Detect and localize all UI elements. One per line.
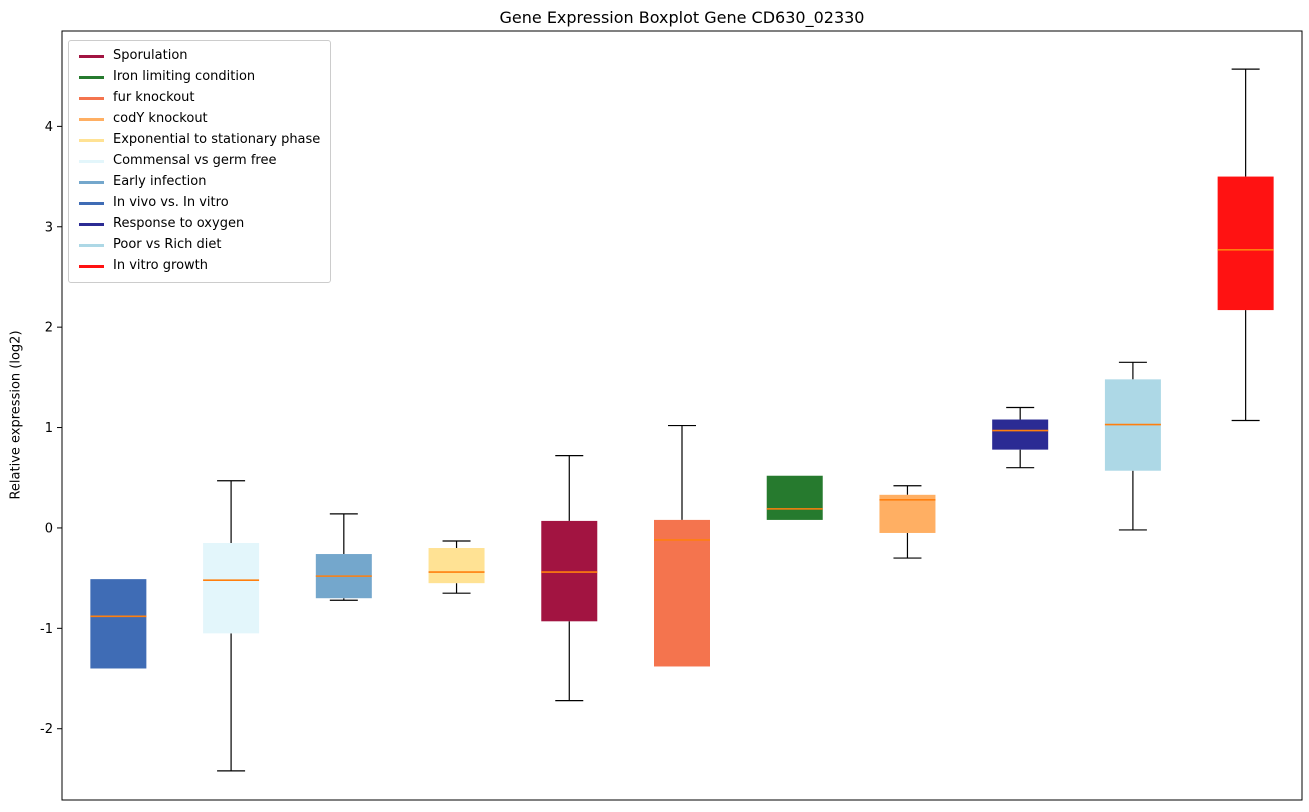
legend-swatch-icon [79,222,104,226]
box-commensal-vs-germ-free [203,542,260,634]
legend-label: Early infection [113,174,207,189]
y-tick-label: 1 [45,421,53,436]
box-response-to-oxygen [992,419,1049,450]
legend-label: Response to oxygen [113,216,245,231]
legend-label: codY knockout [113,111,208,126]
legend-item-exponential-to-stationary-phase: Exponential to stationary phase [79,132,320,148]
legend-item-cody-knockout: codY knockout [79,111,320,127]
box-in-vivo-vs-in-vitro [90,579,147,669]
legend-swatch-icon [79,180,104,184]
legend-label: In vitro growth [113,258,208,273]
box-cody-knockout [879,494,936,533]
chart-title: Gene Expression Boxplot Gene CD630_02330 [499,8,865,27]
y-tick-label: 3 [45,220,53,235]
legend-item-in-vitro-growth: In vitro growth [79,258,320,274]
box-in-vitro-growth [1217,176,1274,311]
y-tick-label: -1 [40,622,53,637]
legend-item-in-vivo-vs-in-vitro: In vivo vs. In vitro [79,195,320,211]
box-iron-limiting-condition [766,475,823,520]
box-fur-knockout [654,519,710,667]
legend-label: Iron limiting condition [113,69,256,84]
y-tick-label: 2 [45,321,53,336]
legend-label: Poor vs Rich diet [113,237,222,252]
legend-item-poor-vs-rich-diet: Poor vs Rich diet [79,237,320,253]
legend-item-fur-knockout: fur knockout [79,90,320,106]
y-tick-label: 0 [45,521,53,536]
legend-label: Commensal vs germ free [113,153,277,168]
legend-item-early-infection: Early infection [79,174,320,190]
legend-swatch-icon [79,75,104,79]
legend-item-commensal-vs-germ-free: Commensal vs germ free [79,153,320,169]
legend-swatch-icon [79,159,104,163]
y-tick-label: 4 [45,120,53,135]
legend-item-response-to-oxygen: Response to oxygen [79,216,320,232]
legend-swatch-icon [79,264,104,268]
legend-swatch-icon [79,201,104,205]
y-tick-label: -2 [40,722,53,737]
legend-label: Exponential to stationary phase [113,132,321,147]
legend-swatch-icon [79,96,104,100]
box-sporulation [541,520,598,622]
legend-item-sporulation: Sporulation [79,48,320,64]
legend-label: Sporulation [113,48,188,63]
legend: Sporulation Iron limiting condition fur kn… [68,40,332,283]
legend-swatch-icon [79,117,104,121]
plot-frame [61,30,1303,801]
legend-swatch-icon [79,138,104,142]
legend-label: fur knockout [113,90,195,105]
legend-swatch-icon [79,54,104,58]
box-exponential-to-stationary-phase [428,548,485,584]
legend-swatch-icon [79,243,104,247]
legend-item-iron-limiting-condition: Iron limiting condition [79,69,320,85]
legend-label: In vivo vs. In vitro [113,195,229,210]
